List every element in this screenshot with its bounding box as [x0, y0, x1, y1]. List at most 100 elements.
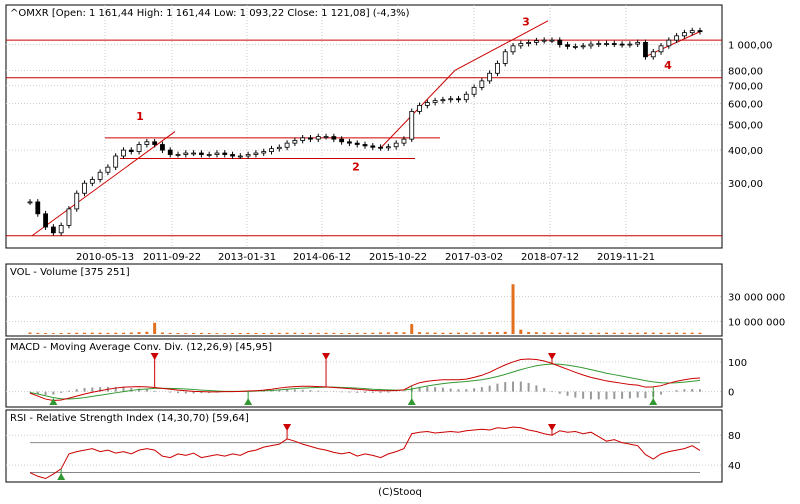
volume-bar — [90, 332, 94, 334]
candle-body — [557, 39, 563, 46]
volume-bar — [566, 332, 570, 334]
volume-bar — [456, 332, 460, 334]
volume-bar — [44, 333, 48, 334]
volume-bar — [636, 332, 640, 334]
candle-body — [245, 154, 251, 157]
volume-bar — [371, 332, 375, 334]
candle-body — [541, 39, 547, 42]
volume-bar — [659, 332, 663, 334]
volume-bar — [293, 332, 297, 334]
candle-body — [121, 149, 126, 157]
volume-bar — [184, 333, 188, 334]
candle-body — [308, 137, 313, 140]
macd-sell-marker — [547, 353, 556, 360]
x-tick-label: 2019-11-21 — [597, 252, 655, 263]
candle-body — [549, 39, 555, 42]
rsi-panel-title: RSI - Relative Strength Index (14,30,70)… — [10, 413, 249, 424]
candle-body — [526, 41, 532, 44]
candle-body — [237, 155, 243, 158]
candle-body — [471, 86, 477, 95]
candle-body — [230, 154, 235, 157]
candle-body — [510, 45, 516, 53]
candle-body — [463, 93, 469, 101]
candle-body — [331, 136, 337, 140]
annotation-label: 4 — [664, 59, 672, 72]
volume-bar — [394, 332, 398, 334]
volume-bar — [519, 329, 523, 334]
volume-bar — [153, 322, 157, 334]
rsi-sell-marker — [547, 424, 556, 431]
candle-body — [128, 149, 134, 152]
candle-body — [596, 43, 602, 45]
volume-bar — [199, 332, 203, 334]
volume-bar — [550, 332, 554, 334]
macd-y-tick-label: 100 — [728, 358, 747, 369]
rsi-buy-marker — [57, 473, 66, 480]
annotation-label: 3 — [522, 16, 530, 29]
candle-body — [113, 155, 119, 168]
candle-body — [323, 136, 329, 138]
volume-bar — [36, 332, 40, 334]
candle-body — [689, 30, 695, 34]
macd-buy-marker — [49, 398, 58, 405]
trend-line — [31, 131, 176, 237]
volume-bar — [675, 332, 679, 334]
volume-bar — [160, 332, 164, 334]
x-tick-label: 2013-01-31 — [218, 252, 276, 263]
volume-bar — [449, 332, 453, 334]
candle-body — [604, 43, 609, 45]
volume-bar — [698, 332, 702, 334]
volume-bar — [231, 333, 235, 334]
candle-body — [643, 41, 648, 58]
candle-body — [533, 40, 539, 43]
volume-bar — [129, 332, 133, 334]
macd-buy-marker — [407, 398, 416, 405]
candle-body — [269, 148, 274, 152]
volume-bar — [379, 332, 383, 334]
macd-sell-marker — [322, 353, 331, 360]
volume-bar — [285, 332, 289, 334]
volume-bar — [137, 332, 141, 334]
price-y-tick-label: 700,00 — [728, 82, 763, 93]
candle-body — [479, 80, 485, 88]
rsi-y-tick-label: 80 — [728, 431, 741, 442]
price-y-tick-label: 300,00 — [728, 179, 763, 190]
volume-bar — [301, 332, 305, 334]
volume-bar — [418, 332, 422, 334]
candle-body — [58, 224, 64, 234]
volume-bar — [511, 284, 515, 334]
candle-body — [74, 192, 80, 210]
price-y-tick-label: 400,00 — [728, 146, 763, 157]
price-y-tick-label: 1 000,00 — [728, 41, 773, 52]
volume-panel-title: VOL - Volume [375 251] — [10, 267, 130, 278]
volume-bar — [207, 333, 211, 334]
volume-bar — [628, 332, 632, 334]
footer-copyright: (C)Stooq — [378, 487, 422, 498]
candle-body — [198, 152, 204, 155]
volume-bar — [410, 324, 414, 334]
volume-bar — [589, 332, 593, 334]
candle-body — [565, 44, 570, 47]
candle-body — [448, 98, 454, 101]
volume-bar — [472, 332, 476, 334]
candle-body — [253, 152, 259, 155]
volume-bar — [114, 332, 118, 334]
rsi-sell-marker — [283, 424, 292, 431]
volume-y-tick-label: 10 000 000 — [728, 318, 785, 329]
candle-body — [495, 62, 500, 74]
candle-body — [362, 144, 368, 147]
candle-body — [222, 152, 228, 155]
volume-bar — [597, 332, 601, 334]
x-tick-label: 2018-07-12 — [521, 252, 579, 263]
annotation-label: 2 — [352, 161, 360, 174]
volume-bar — [28, 332, 32, 334]
volume-bar — [386, 332, 390, 334]
candle-body — [588, 43, 594, 47]
macd-y-tick-label: 0 — [728, 388, 734, 399]
volume-bar — [75, 332, 79, 334]
volume-bar — [67, 332, 71, 334]
candle-body — [674, 35, 680, 41]
candle-body — [627, 43, 633, 46]
candle-body — [183, 152, 189, 155]
volume-bar — [480, 332, 484, 334]
